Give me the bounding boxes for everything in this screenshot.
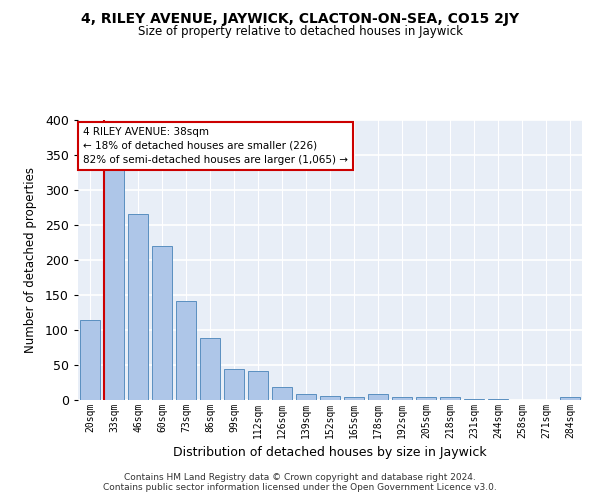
Bar [344,396,364,400]
Bar [296,394,316,400]
Bar [320,396,340,400]
Bar [272,386,292,400]
Bar [152,246,172,400]
Text: 4, RILEY AVENUE, JAYWICK, CLACTON-ON-SEA, CO15 2JY: 4, RILEY AVENUE, JAYWICK, CLACTON-ON-SEA… [81,12,519,26]
Bar [104,169,124,400]
Bar [248,372,268,400]
Bar [128,214,148,400]
Bar [440,396,460,400]
Y-axis label: Number of detached properties: Number of detached properties [24,167,37,353]
Text: Contains HM Land Registry data © Crown copyright and database right 2024.
Contai: Contains HM Land Registry data © Crown c… [103,473,497,492]
Bar [80,320,100,400]
Bar [224,369,244,400]
Bar [200,338,220,400]
Bar [176,302,196,400]
Bar [416,397,436,400]
Bar [368,394,388,400]
Bar [560,396,580,400]
X-axis label: Distribution of detached houses by size in Jaywick: Distribution of detached houses by size … [173,446,487,460]
Text: Size of property relative to detached houses in Jaywick: Size of property relative to detached ho… [137,25,463,38]
Text: 4 RILEY AVENUE: 38sqm
← 18% of detached houses are smaller (226)
82% of semi-det: 4 RILEY AVENUE: 38sqm ← 18% of detached … [83,127,348,165]
Bar [392,396,412,400]
